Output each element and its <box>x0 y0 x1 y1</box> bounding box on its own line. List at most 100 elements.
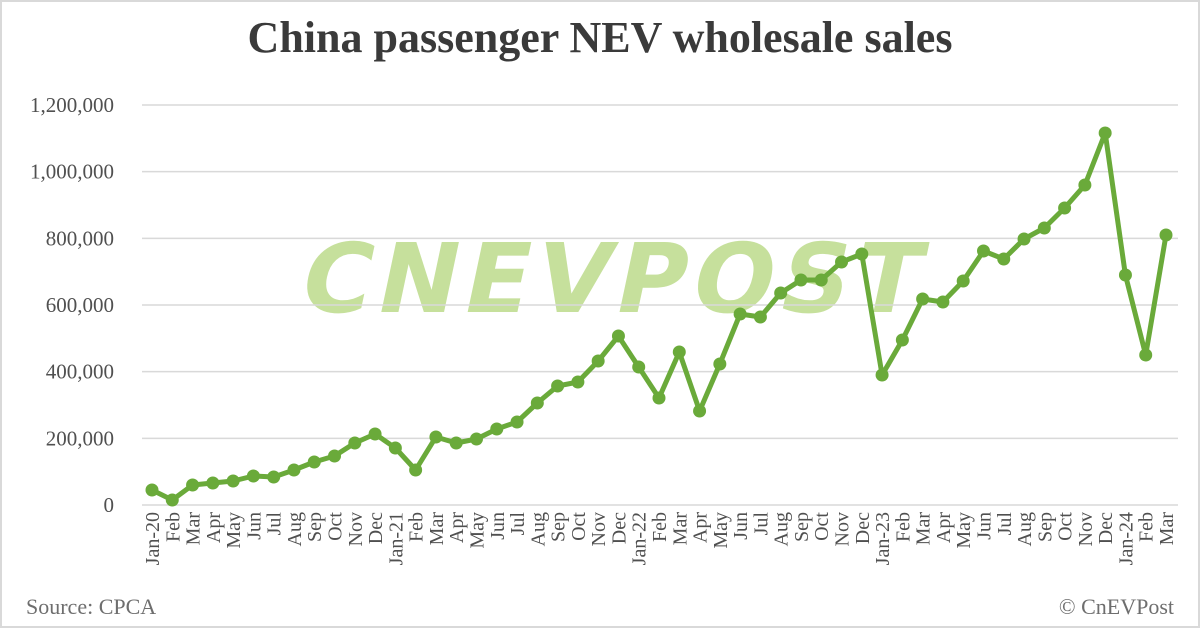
x-tick-label: Nov <box>345 512 367 546</box>
data-point-marker <box>1098 126 1112 140</box>
data-point-marker <box>855 247 869 261</box>
x-tick-label: Jan-20 <box>142 512 164 565</box>
source-label: Source: CPCA <box>26 594 157 619</box>
x-tick-label: Apr <box>933 512 955 543</box>
data-point-marker <box>1139 348 1153 362</box>
x-tick-label: Feb <box>892 512 914 542</box>
data-point-marker <box>733 307 747 321</box>
data-point-marker <box>632 360 646 374</box>
data-point-marker <box>165 493 179 507</box>
data-point-marker <box>368 427 382 441</box>
x-tick-label: Apr <box>203 512 225 543</box>
data-point-marker <box>287 463 301 477</box>
data-point-marker <box>1037 221 1051 235</box>
data-series <box>145 126 1173 507</box>
x-tick-label: Oct <box>568 512 590 541</box>
x-tick-label: Jun <box>243 512 265 540</box>
data-point-marker <box>774 286 788 300</box>
data-point-marker <box>186 478 200 492</box>
chart-title: China passenger NEV wholesale sales <box>247 13 953 62</box>
x-tick-label: Jun <box>730 512 752 540</box>
y-tick-label: 800,000 <box>46 226 114 250</box>
x-axis: Jan-20FebMarAprMayJunJulAugSepOctNovDecJ… <box>142 512 1178 566</box>
data-point-marker <box>267 470 281 484</box>
x-tick-label: Jun <box>487 512 509 540</box>
data-point-marker <box>429 430 443 444</box>
data-point-marker <box>1017 232 1031 246</box>
x-tick-label: Jul <box>264 512 286 536</box>
x-tick-label: Mar <box>426 512 448 546</box>
x-tick-label: Feb <box>1136 512 1158 542</box>
data-point-marker <box>997 252 1011 266</box>
data-point-marker <box>1159 228 1173 242</box>
data-point-marker <box>1058 201 1072 215</box>
x-tick-label: Dec <box>1095 512 1117 544</box>
y-axis: 0 200,000 400,000 600,000 800,000 1,000,000 1,… <box>30 93 114 517</box>
data-point-marker <box>835 255 849 269</box>
data-point-marker <box>388 441 402 455</box>
data-point-marker <box>875 368 889 382</box>
x-tick-label: Apr <box>446 512 468 543</box>
data-point-marker <box>693 404 707 418</box>
data-point-marker <box>591 354 605 368</box>
x-tick-label: May <box>223 512 245 549</box>
x-tick-label: Jan-23 <box>872 512 894 565</box>
x-tick-label: Jul <box>750 512 772 536</box>
x-tick-label: Oct <box>1055 512 1077 541</box>
x-tick-label: May <box>953 512 975 549</box>
data-point-marker <box>1118 268 1132 282</box>
data-point-marker <box>530 396 544 410</box>
x-tick-label: Jan-21 <box>385 512 407 565</box>
data-point-marker <box>814 273 828 287</box>
data-point-marker <box>145 483 159 497</box>
x-tick-label: Jan-24 <box>1115 512 1137 565</box>
x-tick-label: Jun <box>973 512 995 540</box>
data-point-marker <box>753 310 767 324</box>
data-point-marker <box>672 345 686 359</box>
data-point-marker <box>551 379 565 393</box>
data-point-marker <box>226 474 240 488</box>
data-point-marker <box>895 333 909 347</box>
data-point-marker <box>652 391 666 405</box>
x-tick-label: Apr <box>690 512 712 543</box>
data-point-marker <box>956 274 970 288</box>
x-tick-label: May <box>466 512 488 549</box>
x-tick-label: Feb <box>649 512 671 542</box>
x-tick-label: Nov <box>1075 512 1097 546</box>
x-tick-label: Sep <box>548 512 570 542</box>
x-tick-label: Nov <box>832 512 854 546</box>
x-tick-label: Oct <box>325 512 347 541</box>
x-tick-label: Sep <box>1034 512 1056 542</box>
x-tick-label: Mar <box>913 512 935 546</box>
x-tick-label: Jan-22 <box>629 512 651 565</box>
y-tick-label: 600,000 <box>46 293 114 317</box>
data-point-marker <box>469 432 483 446</box>
data-point-marker <box>794 273 808 287</box>
x-tick-label: Dec <box>852 512 874 544</box>
x-tick-label: Aug <box>771 512 793 546</box>
y-tick-label: 1,200,000 <box>30 93 114 117</box>
x-tick-label: Dec <box>365 512 387 544</box>
data-point-marker <box>348 436 362 450</box>
x-tick-label: Nov <box>588 512 610 546</box>
x-tick-label: Aug <box>1014 512 1036 546</box>
data-point-marker <box>409 463 423 477</box>
data-point-marker <box>571 375 585 389</box>
y-tick-label: 400,000 <box>46 360 114 384</box>
y-tick-label: 1,000,000 <box>30 160 114 184</box>
data-point-marker <box>936 295 950 309</box>
x-tick-label: Jul <box>994 512 1016 536</box>
x-tick-label: Mar <box>1156 512 1178 546</box>
y-tick-label: 0 <box>104 493 115 517</box>
data-point-marker <box>490 422 504 436</box>
x-tick-label: Aug <box>284 512 306 546</box>
x-tick-label: Oct <box>811 512 833 541</box>
data-point-marker <box>713 357 727 371</box>
x-tick-label: Sep <box>304 512 326 542</box>
data-point-marker <box>206 476 220 490</box>
gridlines <box>142 104 1178 506</box>
data-point-marker <box>976 244 990 258</box>
watermark-text: CNEVPOST <box>291 223 940 335</box>
y-tick-label: 200,000 <box>46 426 114 450</box>
